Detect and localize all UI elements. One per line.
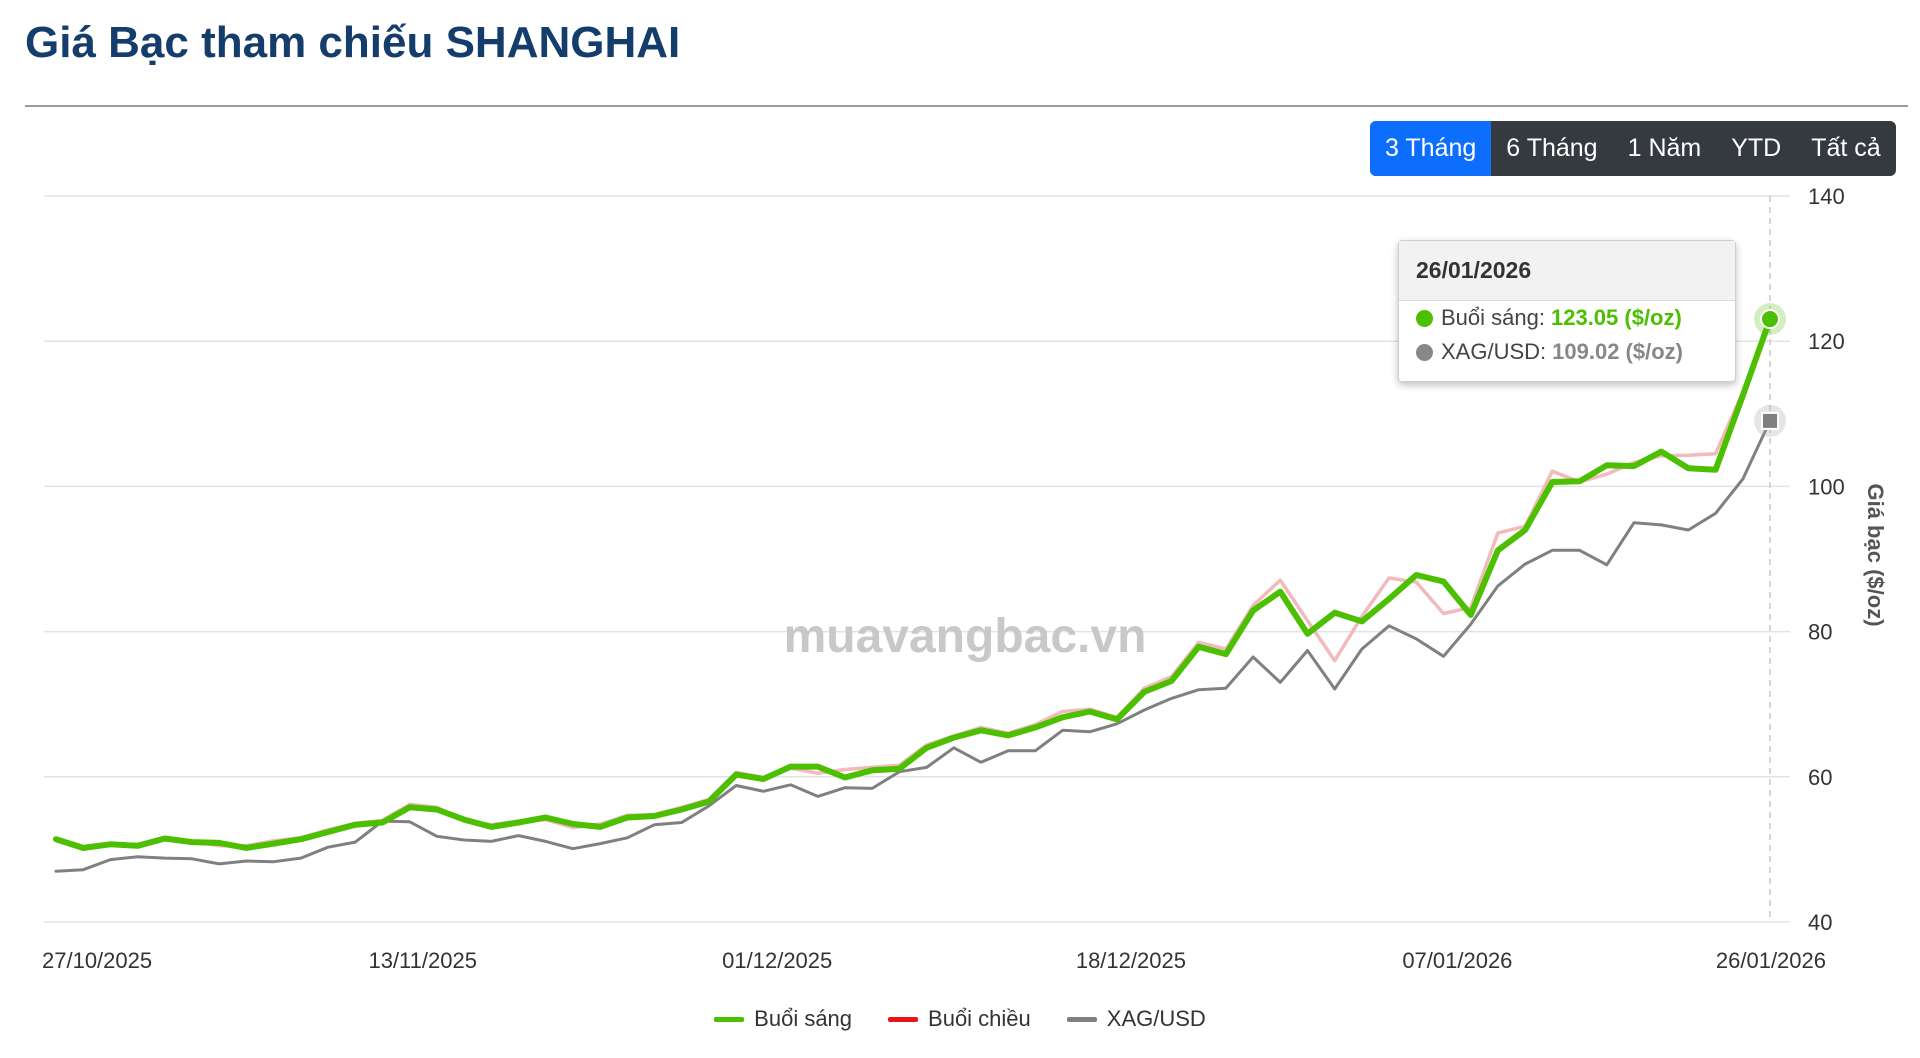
legend-swatch-afternoon xyxy=(888,1016,919,1022)
x-tick-label: 18/12/2025 xyxy=(1076,948,1186,973)
series-line-morning xyxy=(53,316,1773,851)
chart-legend: Buổi sáng Buổi chiều XAG/USD xyxy=(0,1006,1920,1032)
legend-item-afternoon[interactable]: Buổi chiều xyxy=(888,1006,1031,1032)
y-tick-label: 100 xyxy=(1808,474,1845,499)
legend-swatch-morning xyxy=(714,1016,745,1022)
tooltip-xag-label: XAG/USD xyxy=(1441,339,1541,364)
tooltip-morning-dot xyxy=(1416,309,1433,327)
series-layer xyxy=(53,316,1773,873)
y-tick-label: 60 xyxy=(1808,765,1832,790)
range-button-ytd[interactable]: YTD xyxy=(1731,134,1782,162)
range-button-all[interactable]: Tất cả xyxy=(1811,134,1881,162)
series-line-xag xyxy=(54,419,1772,873)
watermark: muavangbac.vn xyxy=(784,610,1147,663)
legend-label-morning: Buổi sáng xyxy=(754,1006,853,1031)
tooltip-date: 26/01/2026 xyxy=(1399,241,1735,301)
y-axis-ticks: 40 60 80 100 120 140 xyxy=(1808,184,1845,935)
x-tick-label: 01/12/2025 xyxy=(722,948,832,973)
range-button-1-year[interactable]: 1 Năm xyxy=(1627,134,1702,162)
tooltip-morning-value: 123.05 ($/oz) xyxy=(1550,305,1682,330)
x-tick-label: 27/10/2025 xyxy=(42,948,152,973)
tooltip-row-xag: XAG/USD: 109.02 ($/oz) xyxy=(1399,335,1735,381)
title-divider xyxy=(25,105,1908,107)
tooltip-row-morning: Buổi sáng: 123.05 ($/oz) xyxy=(1399,301,1735,335)
chart-tooltip: 26/01/2026 Buổi sáng: 123.05 ($/oz) XAG/… xyxy=(1398,240,1736,382)
legend-label-xag: XAG/USD xyxy=(1106,1006,1206,1031)
y-tick-label: 40 xyxy=(1808,910,1832,935)
marker-layer xyxy=(1754,303,1786,437)
legend-label-afternoon: Buổi chiều xyxy=(928,1006,1031,1031)
legend-swatch-xag xyxy=(1066,1016,1097,1022)
silver-price-chart[interactable]: muavangbac.vn 40 60 80 100 120 140 27/10/2025… xyxy=(0,0,1920,1000)
x-tick-label: 07/01/2026 xyxy=(1402,948,1512,973)
x-axis-ticks: 27/10/2025 13/11/2025 01/12/2025 18/12/2025… xyxy=(42,948,1826,973)
grid-layer xyxy=(44,195,1790,923)
tooltip-xag-dot xyxy=(1416,343,1433,361)
y-tick-label: 120 xyxy=(1808,329,1845,354)
range-selector: 3 Tháng 6 Tháng 1 Năm YTD Tất cả xyxy=(1370,121,1896,176)
x-tick-label: 26/01/2026 xyxy=(1716,948,1826,973)
y-tick-label: 140 xyxy=(1808,184,1845,209)
x-tick-label: 13/11/2025 xyxy=(368,948,476,973)
range-button-3-months[interactable]: 3 Tháng xyxy=(1370,121,1492,176)
range-button-6-months[interactable]: 6 Tháng xyxy=(1506,134,1598,162)
page-title: Giá Bạc tham chiếu SHANGHAI xyxy=(25,18,681,67)
marker-morning xyxy=(1760,309,1780,330)
y-axis-label: Giá bạc ($/oz) xyxy=(1863,483,1888,626)
marker-xag xyxy=(1761,411,1779,430)
legend-item-xag[interactable]: XAG/USD xyxy=(1066,1006,1206,1032)
y-tick-label: 80 xyxy=(1808,620,1832,645)
tooltip-xag-value: 109.02 ($/oz) xyxy=(1552,339,1683,364)
legend-item-morning[interactable]: Buổi sáng xyxy=(714,1006,852,1032)
tooltip-morning-label: Buổi sáng xyxy=(1441,305,1539,330)
